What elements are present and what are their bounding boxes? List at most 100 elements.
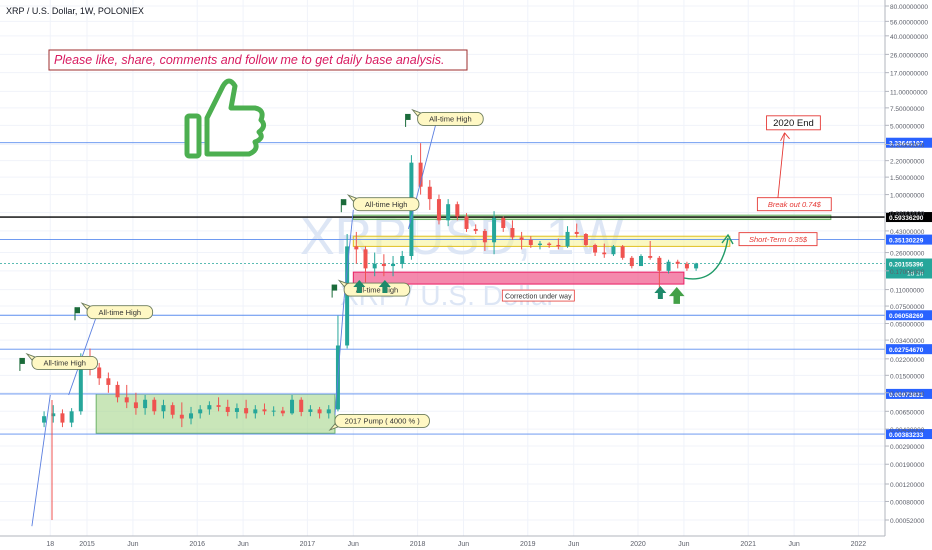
price-level-tag: [886, 137, 932, 148]
thumb-hand: [204, 78, 267, 157]
candle-body: [482, 230, 487, 243]
candle-body: [639, 255, 643, 267]
x-tick-label: 2022: [851, 541, 867, 548]
annotations: All-time High All-time High All-time High A…: [19, 108, 832, 431]
candle-body: [565, 231, 570, 247]
price-level-tag: [886, 212, 932, 223]
annotation-bubble-tail: [346, 194, 358, 202]
x-tick-label: 2018: [410, 541, 426, 548]
annotation-bubble-tail: [337, 279, 348, 288]
candle-body: [345, 246, 350, 346]
y-tick-label: 26.00000000: [890, 52, 928, 59]
y-tick-label: 0.01500000: [890, 373, 925, 380]
y-tick-label: 80.00000000: [890, 4, 928, 11]
zone-label-box: [501, 289, 575, 302]
annotation-label: All-time High: [429, 115, 472, 124]
x-tick-label: Jun: [458, 541, 469, 548]
thumbs-up-icon: [184, 78, 267, 159]
candle-body: [280, 410, 285, 414]
candle-body: [657, 257, 662, 271]
y-tick-label: 0.07500000: [890, 304, 925, 311]
candles: [42, 143, 699, 428]
price-axis[interactable]: 80.00000000 56.00000000 40.00000000 26.0000…: [884, 0, 928, 536]
y-tick-label: 1.00000000: [890, 193, 925, 200]
projection-arrow-head: [721, 233, 734, 245]
candle-body: [253, 409, 258, 414]
candle-body: [602, 252, 607, 255]
annotation-label: Break out 0.74$: [768, 200, 822, 209]
candle-body: [216, 405, 221, 407]
price-level-label: 3.33645107: [889, 141, 924, 148]
annotation-bubble: [417, 111, 484, 126]
candle-body: [198, 409, 203, 414]
zone-0: [95, 393, 336, 434]
x-tick-label: 18: [46, 541, 54, 548]
candle-body: [675, 261, 680, 264]
candle-body: [124, 397, 129, 403]
breakout-arrow-head: [780, 132, 790, 142]
y-tick-label: 0.00650000: [890, 409, 925, 416]
candle-body: [620, 246, 625, 258]
annotation-box: [756, 197, 832, 212]
annotation-bubble: [352, 197, 420, 212]
annotation-box: [738, 232, 818, 247]
x-tick-label: 2021: [740, 541, 756, 548]
countdown-label: 1d 1h: [907, 271, 924, 278]
price-level-tag: [886, 388, 932, 399]
x-tick-label: 2017: [300, 541, 316, 548]
price-level-label: 0.35130229: [889, 238, 924, 245]
candle-body: [106, 378, 111, 385]
flag-icon: [75, 307, 80, 314]
price-level-label: 0.00383233: [889, 432, 924, 439]
candle-body: [363, 249, 368, 269]
candle-body: [574, 231, 579, 235]
candle-body: [354, 246, 359, 250]
y-tick-label: 0.26000000: [890, 251, 925, 258]
annotation-label: All-time High: [99, 308, 142, 317]
candle-body: [60, 413, 65, 423]
candle-body: [427, 186, 432, 200]
y-tick-label: 11.00000000: [890, 89, 928, 96]
candle-body: [207, 405, 212, 410]
time-axis[interactable]: 18 2015 Jun 2016 Jun 2017 Jun 2018 Jun 2019 Jun 202…: [0, 535, 885, 548]
trendline: [31, 394, 51, 527]
y-tick-label: 5.00000000: [890, 123, 925, 130]
candle-body: [547, 243, 552, 245]
candle-body: [244, 408, 249, 414]
price-level-label: 0.06058269: [889, 313, 924, 320]
annotation-label: 2017 Pump ( 4000 % ): [345, 417, 421, 426]
projection-curve: [683, 237, 729, 280]
candle-body: [372, 263, 377, 269]
current-price-tag: [886, 258, 932, 279]
x-tick-label: Jun: [788, 541, 799, 548]
candle-body: [78, 358, 83, 412]
annotation-label: 2020 End: [773, 118, 814, 129]
y-tick-label: 56.00000000: [890, 19, 928, 26]
arrow-up-icon: [378, 280, 391, 293]
y-tick-label: 0.00290000: [890, 444, 925, 451]
annotation-label: Short-Term 0.35$: [749, 235, 808, 244]
candle-body: [666, 261, 671, 271]
price-level-tag: [886, 234, 932, 245]
candle-body: [290, 399, 295, 414]
candle-body: [694, 263, 699, 269]
y-tick-label: 0.00080000: [890, 499, 925, 506]
y-tick-label: 0.02200000: [890, 357, 925, 364]
x-tick-label: Jun: [237, 541, 248, 548]
banner: Please like, share, comments and follow …: [48, 49, 468, 71]
annotation-label: All-time High: [356, 285, 399, 294]
x-tick-label: Jun: [678, 541, 689, 548]
candle-body: [69, 411, 74, 423]
candle-body: [418, 162, 423, 187]
annotation-bubble: [31, 355, 98, 370]
y-tick-label: 0.01000000: [890, 391, 925, 398]
candle-body: [170, 405, 175, 415]
candle-body: [51, 413, 56, 417]
y-tick-label: 0.43000000: [890, 229, 925, 236]
candle-body: [510, 227, 515, 238]
candle-body: [225, 406, 230, 412]
candle-body: [179, 414, 184, 419]
x-tick-label: 2019: [520, 541, 536, 548]
y-tick-label: 0.11000000: [890, 288, 924, 295]
